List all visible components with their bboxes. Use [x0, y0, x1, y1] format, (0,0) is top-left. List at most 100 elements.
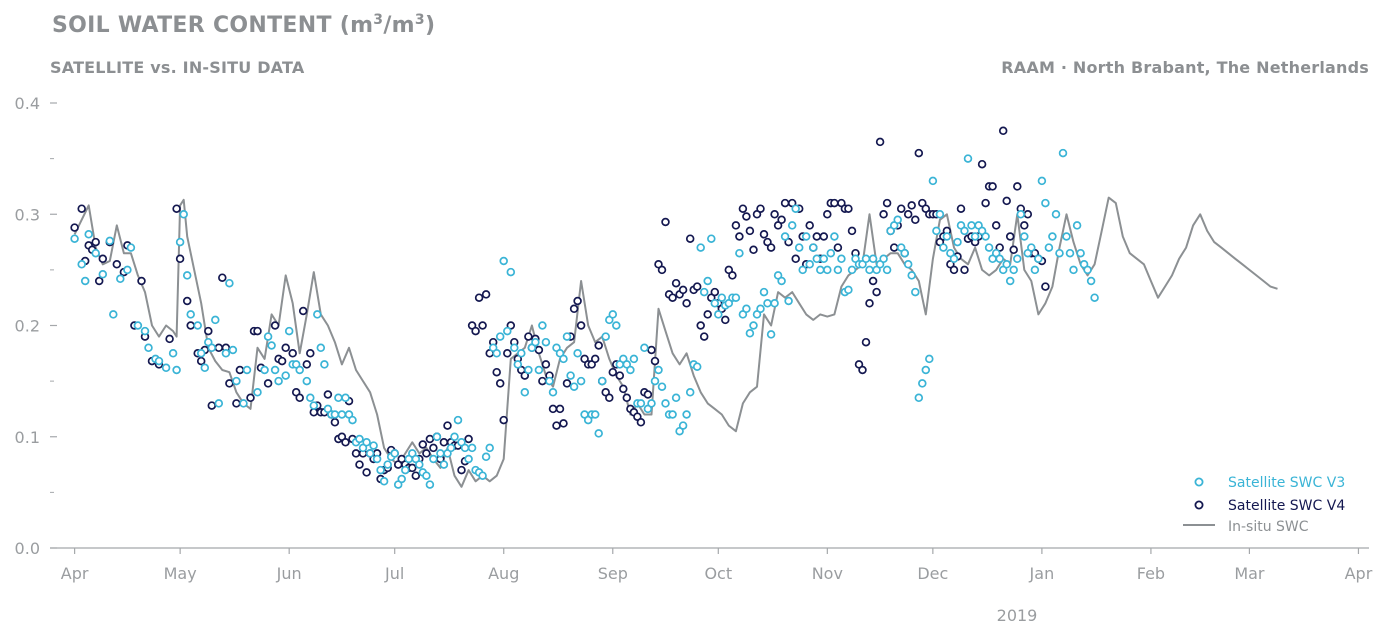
- satellite-swc-v3-point: [770, 299, 779, 308]
- legend-label-v3: Satellite SWC V3: [1228, 475, 1345, 491]
- satellite-swc-v4-point: [671, 278, 681, 288]
- satellite-swc-v3-point: [390, 449, 399, 458]
- satellite-swc-v4-point: [207, 401, 217, 410]
- satellite-swc-v4-point: [844, 204, 853, 213]
- satellite-swc-v3-point: [140, 326, 150, 336]
- legend: Satellite SWC V3 Satellite SWC V4 In-sit…: [1183, 475, 1345, 535]
- satellite-swc-v4-point: [559, 419, 568, 428]
- satellite-swc-v3-point: [791, 204, 800, 213]
- satellite-swc-v3-point: [682, 410, 691, 419]
- satellite-swc-v3-point: [534, 365, 544, 375]
- x-tick-label: Sep: [598, 564, 628, 583]
- satellite-swc-v3-point: [369, 441, 378, 450]
- satellite-swc-v3-point: [833, 265, 843, 275]
- satellite-swc-v4-point: [253, 326, 262, 336]
- satellite-swc-v4-point: [896, 204, 906, 213]
- satellite-swc-v4-point: [657, 265, 667, 275]
- satellite-swc-v4-point: [749, 245, 758, 255]
- satellite-swc-v3-point: [154, 356, 164, 366]
- satellite-swc-v3-point: [1058, 148, 1068, 158]
- satellite-swc-v4-point: [907, 201, 916, 210]
- x-axis-year-label: 2019: [997, 606, 1038, 625]
- satellite-swc-v3-point: [1041, 198, 1050, 208]
- satellite-swc-v4-point: [418, 440, 428, 449]
- satellite-swc-v4-point: [464, 434, 473, 444]
- satellite-swc-v3-point: [569, 382, 579, 391]
- x-tick-label: Oct: [704, 564, 732, 583]
- satellite-swc-v3-point: [425, 480, 435, 489]
- satellite-swc-v4-point: [1020, 221, 1029, 230]
- satellite-swc-v3-point: [629, 354, 639, 364]
- satellite-swc-v3-point: [98, 270, 108, 279]
- satellite-swc-v4-point: [165, 334, 174, 344]
- satellite-swc-v3-point: [703, 276, 712, 286]
- satellite-swc-v4-point: [330, 418, 340, 427]
- satellite-swc-v3-point: [348, 415, 357, 425]
- satellite-swc-v3-point: [503, 326, 512, 336]
- title-main: SOIL WATER CONTENT (m: [52, 13, 373, 38]
- satellite-swc-v4-point: [738, 204, 748, 213]
- legend-label-insitu: In-situ SWC: [1228, 519, 1309, 535]
- satellite-swc-v3-point: [707, 234, 716, 243]
- satellite-swc-v3-point: [306, 393, 315, 403]
- satellite-swc-v4-point: [865, 299, 874, 308]
- satellite-swc-v4-point: [175, 254, 185, 264]
- satellite-swc-v3-point: [731, 293, 741, 302]
- satellite-swc-v4-point: [555, 404, 565, 414]
- satellite-swc-v4-point: [991, 221, 1001, 230]
- satellite-swc-v4-point: [295, 393, 304, 403]
- satellite-swc-v3-point: [460, 443, 470, 453]
- satellite-swc-v3-point: [337, 410, 347, 419]
- satellite-swc-v3-point: [654, 365, 663, 375]
- satellite-swc-v3-point: [341, 393, 350, 403]
- satellite-swc-v4-point: [728, 271, 737, 280]
- satellite-swc-v3-point: [232, 376, 241, 386]
- satellite-swc-v4-point: [668, 293, 677, 302]
- satellite-swc-v4-point: [471, 326, 480, 336]
- satellite-swc-v3-point: [432, 432, 442, 442]
- legend-marker-v4: [1194, 500, 1204, 510]
- satellite-swc-v4-point: [94, 276, 104, 286]
- satellite-swc-v3-point: [1009, 265, 1018, 275]
- satellite-swc-v3-point: [1013, 254, 1022, 264]
- satellite-swc-v3-point: [735, 248, 744, 258]
- satellite-swc-v3-point: [780, 232, 790, 241]
- satellite-swc-v3-point: [467, 443, 477, 453]
- satellite-swc-v3-point: [239, 399, 248, 408]
- satellite-swc-v3-point: [1086, 276, 1096, 286]
- satellite-swc-v3-point: [590, 410, 600, 419]
- satellite-swc-v3-point: [330, 410, 340, 419]
- title-end: ): [425, 13, 435, 38]
- satellite-swc-v3-point: [513, 360, 523, 369]
- satellite-swc-v4-point: [204, 326, 213, 336]
- satellite-swc-v4-point: [306, 349, 315, 358]
- satellite-swc-v3-point: [144, 343, 153, 353]
- satellite-swc-v3-point: [538, 321, 547, 330]
- satellite-swc-v4-point: [270, 321, 280, 330]
- satellite-swc-v3-point: [816, 265, 825, 275]
- satellite-swc-v3-point: [935, 210, 945, 219]
- satellite-swc-v4-point: [214, 343, 224, 353]
- satellite-swc-v3-point: [837, 254, 846, 264]
- satellite-swc-v3-point: [295, 365, 304, 375]
- satellite-swc-v4-point: [615, 371, 625, 380]
- satellite-swc-v3-point: [678, 421, 688, 430]
- satellite-swc-v3-point: [492, 349, 501, 358]
- satellite-swc-v4-point: [186, 321, 195, 330]
- satellite-swc-v4-point: [569, 304, 579, 314]
- series-in-situ-swc: [73, 196, 1278, 488]
- satellite-swc-v4-point: [643, 390, 653, 399]
- satellite-swc-v4-point: [882, 198, 892, 208]
- satellite-swc-v3-point: [714, 310, 723, 319]
- satellite-swc-v3-point: [207, 343, 217, 353]
- satellite-swc-v4-point: [949, 265, 959, 275]
- satellite-swc-v4-point: [903, 210, 913, 219]
- satellite-swc-v3-point: [868, 254, 878, 264]
- satellite-swc-v3-point: [1065, 248, 1075, 258]
- satellite-swc-v3-point: [784, 296, 793, 306]
- satellite-swc-v4-point: [481, 290, 491, 299]
- satellite-swc-v4-point: [534, 345, 544, 355]
- satellite-swc-v3-point: [900, 248, 909, 258]
- y-tick-label: 0.3: [15, 205, 40, 224]
